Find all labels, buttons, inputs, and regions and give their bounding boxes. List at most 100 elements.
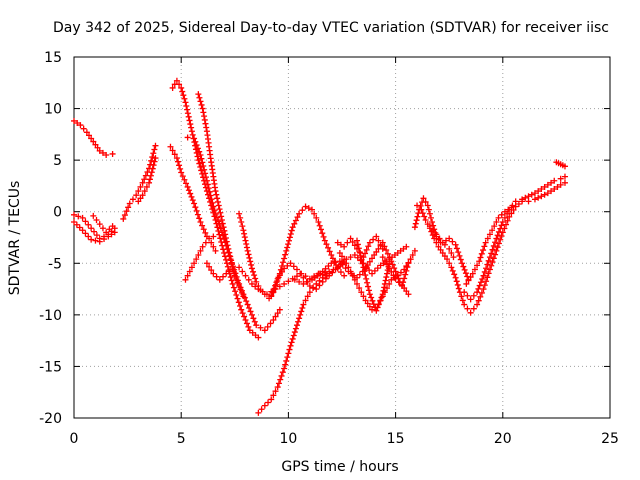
data-point bbox=[409, 252, 416, 259]
data-point bbox=[339, 261, 346, 268]
data-point bbox=[188, 128, 195, 135]
data-point bbox=[218, 213, 225, 220]
data-point bbox=[193, 256, 200, 263]
data-point bbox=[243, 244, 250, 251]
data-point bbox=[414, 202, 421, 209]
data-point bbox=[88, 225, 95, 232]
data-point bbox=[441, 253, 448, 260]
series-pass-5 bbox=[120, 142, 159, 222]
data-point bbox=[525, 193, 532, 200]
data-point bbox=[201, 113, 208, 120]
data-point bbox=[291, 276, 298, 283]
data-point bbox=[359, 260, 366, 267]
data-point bbox=[400, 279, 407, 286]
data-point bbox=[299, 207, 306, 214]
data-point bbox=[141, 188, 148, 195]
data-point bbox=[541, 183, 548, 190]
data-point bbox=[479, 275, 486, 282]
data-point bbox=[121, 212, 128, 219]
data-point bbox=[237, 303, 244, 310]
data-point bbox=[345, 264, 352, 271]
data-point bbox=[464, 305, 471, 312]
data-point bbox=[448, 264, 455, 271]
data-point bbox=[492, 239, 499, 246]
series-pass-11 bbox=[182, 235, 219, 283]
data-point bbox=[319, 230, 326, 237]
data-point bbox=[477, 279, 484, 286]
data-point bbox=[369, 270, 376, 277]
data-point bbox=[179, 88, 186, 95]
data-point bbox=[354, 245, 361, 252]
data-point bbox=[146, 179, 153, 186]
data-point bbox=[448, 249, 455, 256]
data-point bbox=[444, 256, 451, 263]
data-point bbox=[561, 173, 568, 180]
data-point bbox=[169, 84, 176, 91]
data-point bbox=[201, 116, 208, 123]
series-pass-27 bbox=[553, 159, 568, 170]
data-point bbox=[143, 183, 150, 190]
data-point bbox=[208, 196, 215, 203]
data-point bbox=[183, 102, 190, 109]
data-point bbox=[419, 210, 426, 217]
data-point bbox=[261, 402, 268, 409]
data-point bbox=[126, 200, 133, 207]
data-point bbox=[304, 293, 311, 300]
data-point bbox=[480, 247, 487, 254]
data-point bbox=[384, 270, 391, 277]
data-point bbox=[370, 301, 377, 308]
data-point bbox=[276, 283, 283, 290]
y-tick-label: -15 bbox=[39, 359, 62, 375]
data-point bbox=[306, 289, 313, 296]
data-point bbox=[197, 98, 204, 105]
data-point bbox=[437, 246, 444, 253]
data-point bbox=[111, 229, 118, 236]
data-point bbox=[83, 129, 90, 136]
data-point bbox=[469, 270, 476, 277]
data-point bbox=[452, 241, 459, 248]
data-point bbox=[474, 262, 481, 269]
data-point bbox=[185, 113, 192, 120]
data-point bbox=[490, 255, 497, 262]
data-point bbox=[455, 249, 462, 256]
data-point bbox=[320, 233, 327, 240]
data-point bbox=[344, 239, 351, 246]
data-point bbox=[109, 150, 116, 157]
data-point bbox=[322, 275, 329, 282]
data-point bbox=[470, 292, 477, 299]
series-pass-23 bbox=[414, 179, 568, 316]
data-point bbox=[354, 280, 361, 287]
data-point bbox=[211, 207, 218, 214]
data-point bbox=[411, 224, 418, 231]
data-point bbox=[446, 235, 453, 242]
data-point bbox=[561, 179, 568, 186]
data-point bbox=[508, 204, 515, 211]
data-point bbox=[265, 399, 272, 406]
data-point bbox=[334, 264, 341, 271]
data-point bbox=[336, 249, 343, 256]
data-point bbox=[99, 225, 106, 232]
data-point bbox=[461, 301, 468, 308]
data-point bbox=[293, 322, 300, 329]
x-tick-label: 15 bbox=[387, 431, 405, 447]
data-point bbox=[146, 176, 153, 183]
data-point bbox=[85, 233, 92, 240]
data-point bbox=[270, 286, 277, 293]
data-point bbox=[347, 268, 354, 275]
data-point bbox=[228, 257, 235, 264]
data-point bbox=[460, 263, 467, 270]
data-point bbox=[379, 254, 386, 261]
data-point bbox=[451, 271, 458, 278]
data-point bbox=[326, 248, 333, 255]
data-point bbox=[187, 121, 194, 128]
data-point bbox=[148, 157, 155, 164]
data-point bbox=[319, 268, 326, 275]
data-point bbox=[295, 318, 302, 325]
data-point bbox=[229, 280, 236, 287]
data-point bbox=[248, 311, 255, 318]
data-point bbox=[242, 237, 249, 244]
data-point bbox=[286, 346, 293, 353]
data-point bbox=[151, 158, 158, 165]
data-point bbox=[286, 237, 293, 244]
data-point bbox=[495, 228, 502, 235]
